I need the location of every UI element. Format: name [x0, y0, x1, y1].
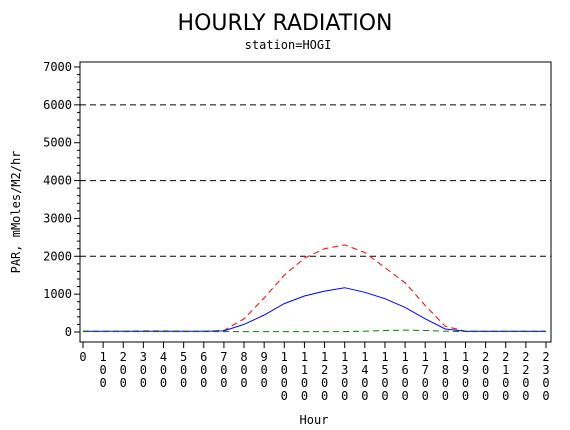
x-tick-label: 0: [79, 350, 86, 364]
y-tick-label: 6000: [43, 98, 72, 112]
chart-subtitle: station=HOGI: [245, 38, 332, 52]
y-tick-label: 5000: [43, 136, 72, 150]
y-axis-label: PAR, mMoles/M2/hr: [9, 151, 23, 274]
y-tick-label: 7000: [43, 60, 72, 74]
chart-title: HOURLY RADIATION: [178, 11, 393, 36]
series-layer: [83, 244, 546, 333]
x-axis: 0 1 0 0 2 0 0 3 0 0 4 0 0 5 0 0 6 0 0 7 0 0 8 0 0 9 0 0 1 0 0 0 1 1 0 0 1 2 0 0…: [79, 342, 550, 403]
y-tick-label: 4000: [43, 174, 72, 188]
y-tick-label: 2000: [43, 249, 72, 263]
y-tick-label: 3000: [43, 211, 72, 225]
plot-frame: [79, 61, 552, 343]
series-line: [83, 329, 546, 333]
series-line: [83, 287, 546, 332]
y-tick-label: 0: [65, 325, 72, 339]
reference-lines: [80, 104, 551, 257]
series-line: [83, 244, 546, 332]
x-axis-label: Hour: [300, 413, 329, 427]
y-axis: 0 1000 2000 3000 4000 5000 6000 7000: [43, 60, 80, 339]
y-tick-label: 1000: [43, 287, 72, 301]
